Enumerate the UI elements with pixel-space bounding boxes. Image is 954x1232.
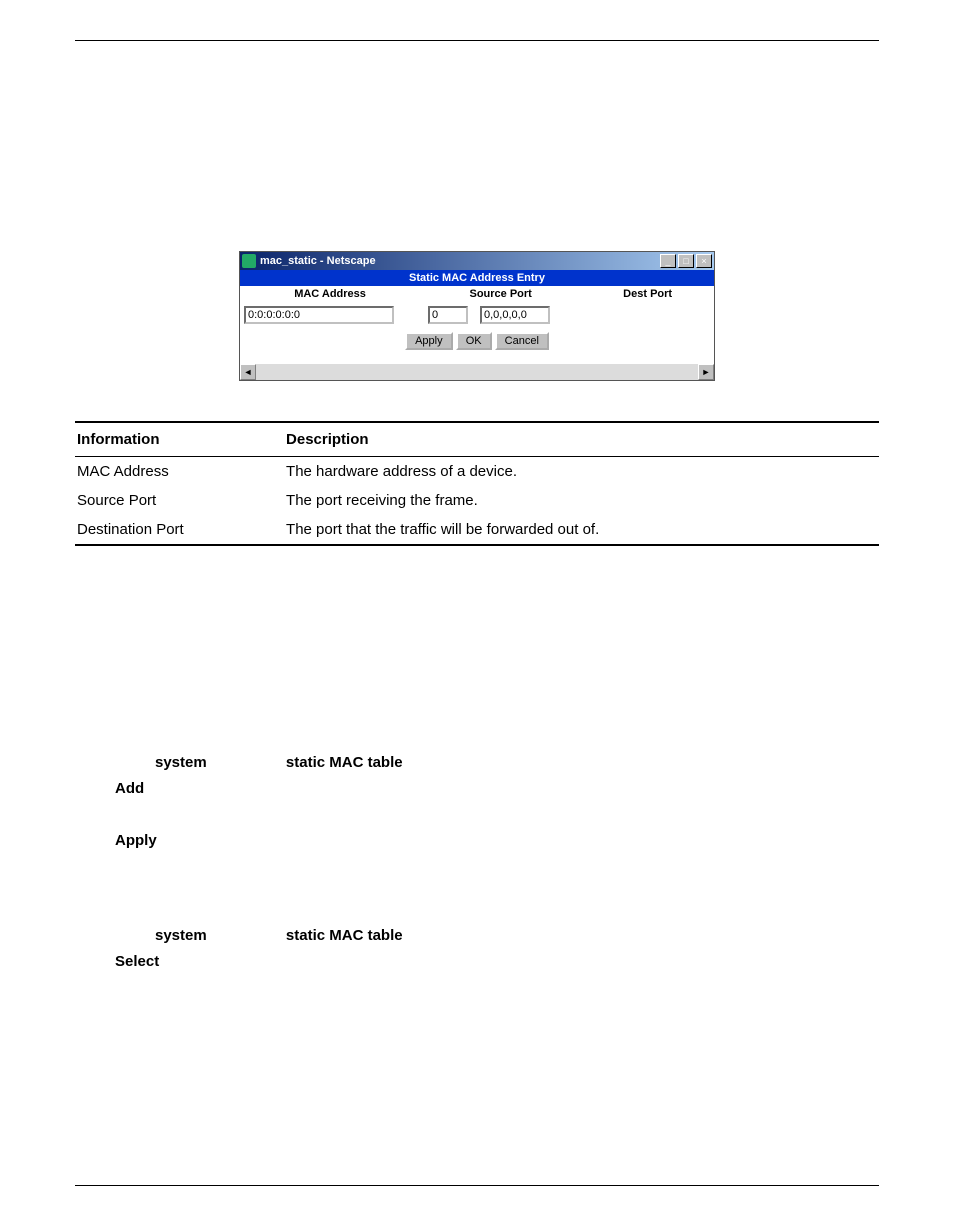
bold-add: Add	[115, 780, 144, 797]
mac-address-input[interactable]	[244, 306, 394, 324]
step-line: Add	[75, 778, 879, 800]
button-row: Apply OK Cancel	[240, 328, 714, 364]
source-port-input[interactable]	[428, 306, 468, 324]
form-row	[240, 302, 714, 328]
bold-select: Select	[115, 953, 159, 970]
col-dst-header: Dest Port	[581, 288, 714, 300]
horizontal-scrollbar[interactable]: ◄ ►	[240, 364, 714, 380]
step-line: system static MAC table	[75, 925, 879, 947]
table-row: Source Port The port receiving the frame…	[75, 486, 879, 515]
dest-port-input[interactable]	[480, 306, 550, 324]
scroll-left-button[interactable]: ◄	[240, 364, 256, 380]
arrow-right-icon: ►	[702, 367, 711, 377]
header-description: Description	[284, 422, 879, 457]
footer-rule	[75, 1185, 879, 1186]
netscape-window: mac_static - Netscape _ □ × Static MAC A…	[239, 251, 715, 381]
maximize-button[interactable]: □	[678, 254, 694, 268]
step-line: system static MAC table	[75, 752, 879, 774]
cell-info: Source Port	[75, 486, 284, 515]
maximize-icon: □	[683, 256, 688, 266]
cell-desc: The port receiving the frame.	[284, 486, 879, 515]
cell-desc: The port that the traffic will be forwar…	[284, 515, 879, 545]
apply-button[interactable]: Apply	[405, 332, 453, 350]
app-icon	[242, 254, 256, 268]
description-table: Information Description MAC Address The …	[75, 421, 879, 546]
column-headers: MAC Address Source Port Dest Port	[240, 286, 714, 302]
header-information: Information	[75, 422, 284, 457]
minimize-button[interactable]: _	[660, 254, 676, 268]
window-title: mac_static - Netscape	[260, 255, 658, 267]
bold-static-mac-table: static MAC table	[286, 754, 403, 771]
titlebar: mac_static - Netscape _ □ ×	[240, 252, 714, 270]
top-rule	[75, 40, 879, 41]
step-line: Apply	[75, 830, 879, 852]
steps-block: system static MAC table Add Apply system…	[75, 752, 879, 973]
close-button[interactable]: ×	[696, 254, 712, 268]
table-row: MAC Address The hardware address of a de…	[75, 457, 879, 487]
table-row: Destination Port The port that the traff…	[75, 515, 879, 545]
bold-system: system	[155, 754, 207, 771]
ok-button[interactable]: OK	[456, 332, 492, 350]
bold-static-mac-table: static MAC table	[286, 927, 403, 944]
close-icon: ×	[701, 256, 706, 266]
minimize-icon: _	[665, 256, 670, 266]
cancel-button[interactable]: Cancel	[495, 332, 549, 350]
scroll-right-button[interactable]: ►	[698, 364, 714, 380]
cell-info: MAC Address	[75, 457, 284, 487]
cell-desc: The hardware address of a device.	[284, 457, 879, 487]
bold-system: system	[155, 927, 207, 944]
bold-apply: Apply	[115, 832, 157, 849]
form-header: Static MAC Address Entry	[240, 270, 714, 286]
table-header-row: Information Description	[75, 422, 879, 457]
col-mac-header: MAC Address	[240, 288, 420, 300]
step-line: Select	[75, 951, 879, 973]
arrow-left-icon: ◄	[244, 367, 253, 377]
col-src-header: Source Port	[420, 288, 581, 300]
window-content: Static MAC Address Entry MAC Address Sou…	[240, 270, 714, 364]
scroll-track[interactable]	[256, 364, 698, 380]
cell-info: Destination Port	[75, 515, 284, 545]
